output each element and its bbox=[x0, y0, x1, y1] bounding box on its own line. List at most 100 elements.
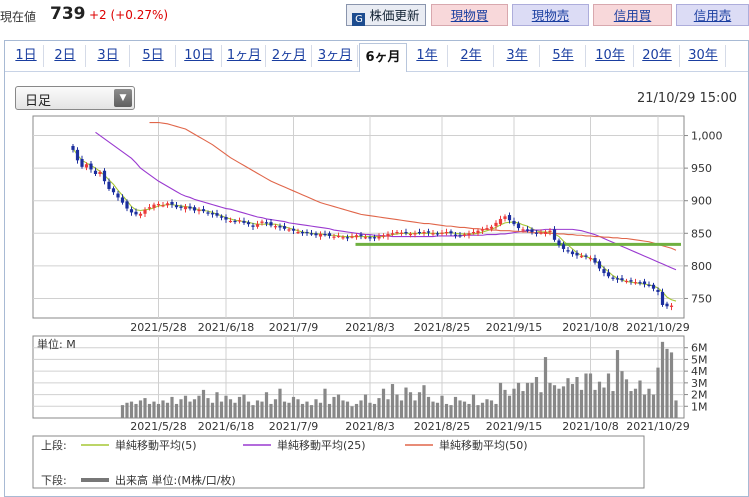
tab-16[interactable]: 30年 bbox=[681, 45, 726, 67]
volume-bar bbox=[287, 402, 291, 418]
candle-body bbox=[309, 233, 314, 235]
tab-2[interactable]: 2日 bbox=[45, 45, 86, 67]
volume-bar bbox=[120, 405, 125, 418]
volume-bar bbox=[557, 388, 561, 418]
price-ytick-label: 850 bbox=[691, 227, 712, 240]
volume-bar bbox=[462, 401, 467, 418]
volume-bar bbox=[449, 405, 453, 418]
candle-body bbox=[444, 231, 449, 234]
volume-bar bbox=[548, 382, 552, 418]
tab-10[interactable]: 1年 bbox=[407, 45, 448, 67]
tab-9[interactable]: 6ヶ月 bbox=[359, 43, 407, 72]
volume-ytick-label: 6M bbox=[691, 342, 708, 355]
legend-item-label: 単純移動平均(25) bbox=[277, 438, 366, 452]
period-select[interactable]: 日足 ▼ bbox=[15, 86, 135, 110]
volume-bar bbox=[188, 401, 192, 418]
candle-body bbox=[98, 172, 102, 174]
candle-body bbox=[507, 215, 512, 221]
volume-bar bbox=[156, 403, 161, 418]
price-ytick-label: 800 bbox=[691, 260, 712, 273]
volume-bar bbox=[237, 396, 242, 418]
volume-xtick-label: 2021/10/8 bbox=[562, 420, 618, 433]
candle-body bbox=[242, 220, 246, 223]
buy-margin-button[interactable]: 信用買 bbox=[593, 4, 672, 26]
tab-1[interactable]: 1日 bbox=[9, 45, 44, 67]
price-xtick-label: 2021/9/15 bbox=[486, 321, 542, 334]
tab-5[interactable]: 10日 bbox=[177, 45, 222, 67]
candle-body bbox=[84, 164, 89, 168]
volume-bar bbox=[566, 378, 570, 418]
volume-bar bbox=[395, 394, 399, 418]
candle-body bbox=[170, 202, 174, 205]
volume-bar bbox=[336, 394, 341, 418]
volume-bar bbox=[354, 403, 359, 418]
price-xtick-label: 2021/7/9 bbox=[269, 321, 318, 334]
candle-body bbox=[111, 188, 116, 193]
volume-bar bbox=[350, 406, 354, 418]
candle-body bbox=[651, 284, 656, 289]
tab-12[interactable]: 3年 bbox=[495, 45, 540, 67]
tab-15[interactable]: 20年 bbox=[635, 45, 680, 67]
candle-body bbox=[395, 231, 399, 234]
volume-bar bbox=[435, 402, 440, 418]
sell-cash-button[interactable]: 現物売 bbox=[512, 4, 589, 26]
volume-bar bbox=[269, 403, 273, 418]
candle-body bbox=[660, 291, 665, 305]
sell-margin-button[interactable]: 信用売 bbox=[676, 4, 749, 26]
candle-body bbox=[282, 226, 287, 229]
volume-bar bbox=[512, 388, 516, 418]
volume-bar bbox=[215, 392, 219, 418]
legend-bottom-label: 下段: bbox=[41, 473, 67, 487]
volume-bar bbox=[219, 401, 224, 418]
candle-body bbox=[458, 235, 462, 237]
price-xtick-label: 2021/8/25 bbox=[414, 321, 470, 334]
volume-bar bbox=[440, 395, 444, 418]
tab-8[interactable]: 3ヶ月 bbox=[313, 45, 358, 67]
volume-bar bbox=[327, 403, 332, 418]
period-select-value: 日足 bbox=[25, 94, 52, 109]
candle-body bbox=[530, 229, 534, 232]
candle-body bbox=[246, 222, 251, 225]
buy-cash-button[interactable]: 現物買 bbox=[431, 4, 508, 26]
tab-4[interactable]: 5日 bbox=[131, 45, 176, 67]
candle-body bbox=[593, 258, 597, 263]
candle-body bbox=[539, 232, 543, 234]
candle-body bbox=[138, 213, 143, 216]
candle-body bbox=[93, 170, 98, 174]
volume-xtick-label: 2021/8/3 bbox=[345, 420, 394, 433]
candle-body bbox=[570, 251, 575, 255]
tab-7[interactable]: 2ヶ月 bbox=[267, 45, 312, 67]
volume-bar bbox=[183, 395, 188, 418]
candle-body bbox=[327, 233, 332, 236]
candle-body bbox=[665, 303, 669, 307]
volume-bar bbox=[584, 373, 588, 418]
candle-body bbox=[543, 231, 548, 234]
tab-13[interactable]: 5年 bbox=[541, 45, 586, 67]
volume-bar bbox=[480, 402, 485, 418]
tab-11[interactable]: 2年 bbox=[449, 45, 494, 67]
candle-body bbox=[426, 231, 431, 233]
volume-bar bbox=[368, 402, 372, 418]
candle-body bbox=[363, 237, 368, 239]
volume-bar bbox=[386, 399, 390, 418]
candle-body bbox=[264, 222, 269, 224]
candle-body bbox=[584, 255, 588, 257]
tab-14[interactable]: 10年 bbox=[587, 45, 634, 67]
volume-bar bbox=[399, 400, 404, 418]
current-price: 739 bbox=[50, 4, 86, 24]
candle-body bbox=[368, 237, 372, 239]
tab-3[interactable]: 3日 bbox=[87, 45, 130, 67]
volume-bar bbox=[507, 395, 512, 418]
candle-body bbox=[390, 233, 395, 235]
tab-6[interactable]: 1ヶ月 bbox=[223, 45, 266, 67]
candle-body bbox=[143, 209, 147, 214]
candle-body bbox=[408, 233, 413, 236]
price-xtick-label: 2021/10/8 bbox=[562, 321, 618, 334]
volume-ytick-label: 3M bbox=[691, 377, 708, 390]
candle-body bbox=[192, 207, 197, 211]
candle-body bbox=[620, 278, 624, 281]
volume-bar bbox=[129, 401, 134, 418]
refresh-price-button[interactable]: G 株価更新 bbox=[346, 4, 426, 26]
volume-bar bbox=[417, 392, 422, 418]
candle-body bbox=[656, 289, 660, 292]
